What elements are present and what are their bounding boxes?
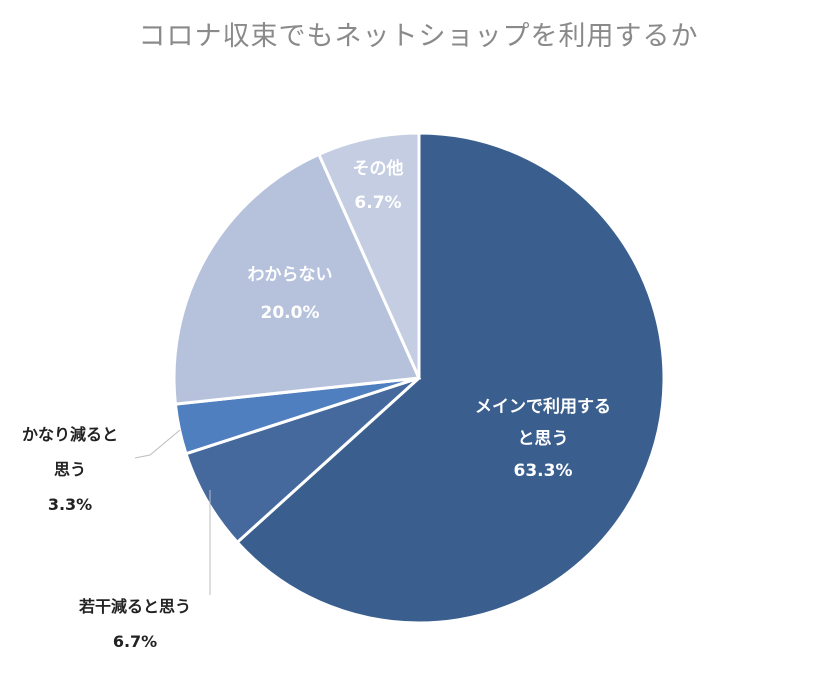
slice-label-2: 思う — [54, 460, 86, 479]
pie-slice-3 — [172, 152, 422, 406]
slice-value-2: 3.3% — [48, 495, 92, 514]
slice-value-1: 6.7% — [113, 632, 157, 651]
leader-line-2 — [134, 429, 181, 459]
slice-value-0: 63.3% — [514, 461, 573, 481]
slice-value-4: 6.7% — [354, 193, 401, 213]
slice-value-3: 20.0% — [261, 303, 320, 323]
slice-label-0: と思う — [518, 429, 569, 449]
slice-label-4: その他 — [353, 158, 404, 179]
pie-slice-0 — [235, 131, 666, 625]
chart-title: コロナ収束でもネットショップを利用するか — [138, 21, 699, 52]
slice-label-2: かなり減ると — [22, 425, 118, 444]
leader-lines — [134, 429, 211, 595]
slice-label-1: 若干減ると思う — [78, 597, 191, 616]
pie-slices — [172, 131, 666, 625]
pie-slice-4 — [316, 131, 421, 379]
slice-label-3: わからない — [248, 265, 333, 285]
slice-label-0: メインで利用する — [475, 396, 611, 417]
